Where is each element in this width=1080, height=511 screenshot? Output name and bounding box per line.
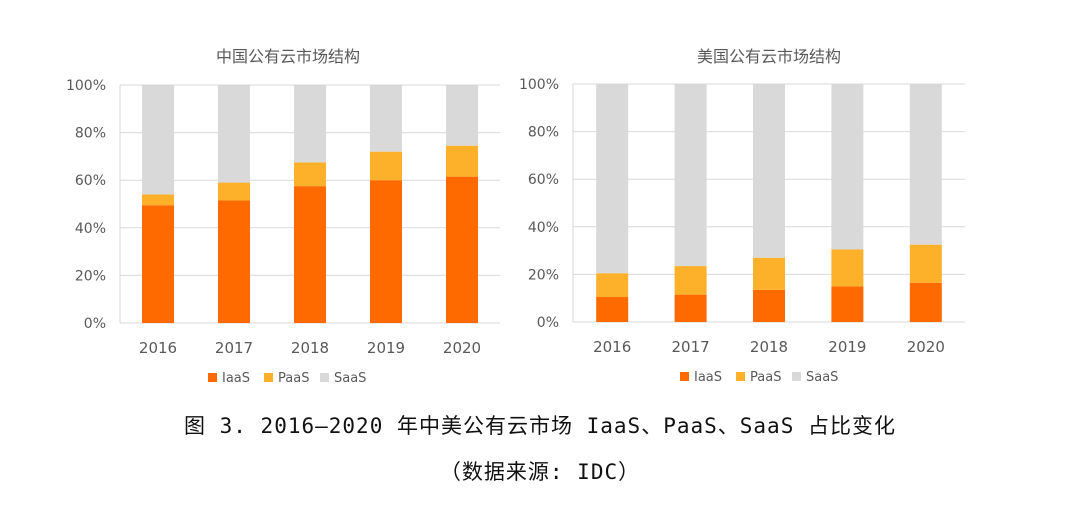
x-tick-label: 2017	[672, 338, 710, 356]
legend-label-iaas: IaaS	[694, 370, 722, 385]
bar-paas-2018	[294, 162, 326, 187]
bar-saas-2019	[831, 84, 864, 250]
x-tick-label: 2016	[593, 338, 631, 356]
bar-paas-2017	[218, 182, 250, 201]
y-tick-label: 40%	[75, 221, 106, 237]
bar-saas-2016	[596, 84, 629, 274]
y-tick-label: 60%	[528, 172, 559, 188]
bar-iaas-2017	[218, 200, 250, 323]
bar-paas-2020	[446, 145, 478, 177]
legend-label-saas: SaaS	[334, 371, 366, 386]
bar-saas-2016	[142, 85, 174, 195]
bar-saas-2019	[370, 85, 402, 152]
figure-source: （数据来源: IDC）	[439, 460, 641, 484]
legend-swatch-iaas	[208, 373, 217, 382]
y-tick-label: 20%	[75, 268, 106, 284]
bar-saas-2018	[753, 84, 785, 258]
legend-swatch-paas	[264, 373, 273, 382]
legend-label-paas: PaaS	[278, 371, 309, 386]
y-tick-label: 80%	[528, 125, 559, 141]
x-tick-label: 2017	[215, 339, 253, 357]
y-tick-label: 60%	[75, 173, 106, 189]
legend-swatch-saas	[320, 373, 329, 382]
y-tick-label: 0%	[537, 315, 559, 331]
x-tick-label: 2018	[750, 338, 788, 356]
y-tick-label: 100%	[519, 77, 559, 93]
y-tick-label: 80%	[75, 126, 106, 142]
us-chart-title: 美国公有云市场结构	[697, 47, 841, 66]
bar-paas-2019	[370, 151, 402, 181]
bar-iaas-2020	[909, 282, 942, 322]
x-tick-label: 2020	[443, 339, 481, 357]
legend-swatch-saas	[792, 372, 801, 381]
bar-saas-2018	[294, 85, 326, 163]
bar-iaas-2020	[446, 176, 478, 323]
bar-paas-2018	[753, 257, 785, 290]
bar-iaas-2016	[142, 205, 174, 323]
legend-label-paas: PaaS	[750, 370, 781, 385]
bar-paas-2016	[142, 194, 174, 206]
us-cloud-chart: 美国公有云市场结构 0% 20% 40% 60% 80% 100% 2016 2017 2018 2…	[515, 38, 975, 392]
x-tick-label: 2020	[907, 338, 945, 356]
bar-iaas-2018	[753, 289, 785, 322]
legend-swatch-paas	[736, 372, 745, 381]
china-cloud-chart-svg: 中国公有云市场结构 0% 20% 40% 60% 80% 100% 2016 2017 2018 2…	[66, 47, 500, 386]
legend-swatch-iaas	[680, 372, 689, 381]
china-cloud-chart: 中国公有云市场结构 0% 20% 40% 60% 80% 100% 2016 2017 2018 2…	[60, 38, 500, 392]
legend-label-saas: SaaS	[806, 370, 838, 385]
bar-saas-2017	[674, 84, 707, 267]
us-cloud-chart-svg: 美国公有云市场结构 0% 20% 40% 60% 80% 100% 2016 2017 2018 2…	[519, 47, 965, 385]
china-chart-title: 中国公有云市场结构	[216, 47, 360, 66]
figure-caption: 图 3. 2016—2020 年中美公有云市场 IaaS、PaaS、SaaS 占…	[183, 414, 896, 438]
x-tick-label: 2018	[291, 339, 329, 357]
bar-iaas-2019	[831, 286, 864, 322]
bar-paas-2019	[831, 249, 864, 287]
y-tick-label: 40%	[528, 220, 559, 236]
bar-saas-2020	[446, 85, 478, 146]
y-tick-label: 100%	[66, 78, 106, 94]
bar-iaas-2019	[370, 180, 402, 323]
bar-iaas-2016	[596, 297, 629, 322]
bar-iaas-2017	[674, 294, 707, 322]
bar-paas-2016	[596, 273, 629, 298]
x-tick-label: 2016	[139, 339, 177, 357]
y-tick-label: 0%	[84, 316, 106, 332]
x-tick-label: 2019	[367, 339, 405, 357]
y-tick-label: 20%	[528, 267, 559, 283]
bar-paas-2017	[674, 266, 707, 295]
bar-iaas-2018	[294, 186, 326, 323]
bar-paas-2020	[909, 244, 942, 283]
x-tick-label: 2019	[828, 338, 866, 356]
bar-saas-2017	[218, 85, 250, 183]
bar-saas-2020	[909, 84, 942, 245]
legend-label-iaas: IaaS	[222, 371, 250, 386]
